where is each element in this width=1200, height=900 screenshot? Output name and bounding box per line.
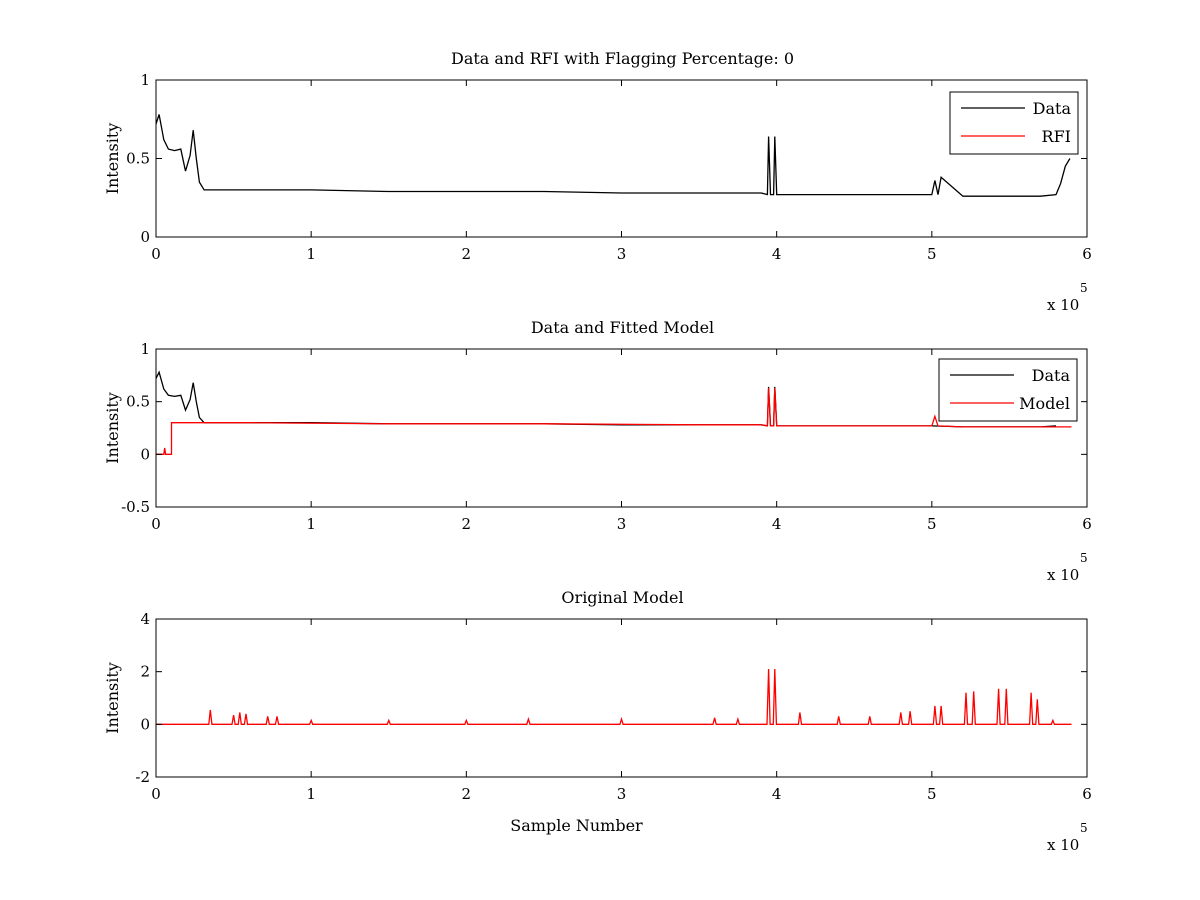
x-tick-label: 3 [617,245,627,263]
y-tick-label: 1 [140,71,150,89]
x-tick-label: 2 [462,515,472,533]
x-tick-label: 4 [772,245,782,263]
x-tick-label: 4 [772,515,782,533]
x-exponent-power: 5 [1080,551,1088,565]
x-tick-label: 4 [772,785,782,803]
subplot-title: Data and RFI with Flagging Percentage: 0 [451,49,794,68]
x-tick-label: 2 [462,785,472,803]
series-line-data [156,114,1071,197]
x-exponent-base: x 10 [1047,296,1079,314]
x-tick-label: 5 [927,245,937,263]
axes-box [155,79,1088,238]
x-exponent-power: 5 [1080,281,1088,295]
legend: Data Model [938,358,1078,422]
subplot-title: Data and Fitted Model [531,318,714,337]
x-tick-label: 0 [151,245,161,263]
y-axis-label: Intensity [103,662,122,734]
y-tick-label: 2 [140,663,150,681]
legend-label-data: Data [1032,366,1071,385]
x-tick-label: 0 [151,515,161,533]
y-tick-label: 0 [140,228,150,246]
y-tick-label: 1 [140,340,150,358]
x-axis-label: Sample Number [510,816,643,835]
y-axis-label: Intensity [103,392,122,464]
y-tick-label: -0.5 [121,498,150,516]
y-axis-label: Intensity [103,123,122,195]
legend-box [938,358,1078,422]
series-line-model [156,387,1072,455]
x-exponent-power: 5 [1080,821,1088,835]
legend-label-rfi: RFI [1042,127,1071,146]
legend-label-data: Data [1033,99,1072,118]
legend: Data RFI [949,91,1079,155]
x-tick-label: 6 [1082,785,1092,803]
x-tick-label: 3 [617,515,627,533]
x-exponent-base: x 10 [1047,836,1079,854]
series-line-data [156,370,1057,428]
y-tick-label: 4 [140,610,150,628]
x-tick-label: 5 [927,785,937,803]
x-tick-label: 2 [462,245,472,263]
y-tick-label: 0 [140,715,150,733]
x-tick-label: 3 [617,785,627,803]
x-tick-label: 1 [306,785,316,803]
y-tick-label: -2 [135,768,150,786]
x-tick-label: 0 [151,785,161,803]
x-tick-label: 6 [1082,515,1092,533]
legend-box [949,91,1079,155]
series-line-model [156,668,1072,725]
x-tick-label: 1 [306,245,316,263]
y-tick-label: 0.5 [126,150,150,168]
subplot-title: Original Model [561,588,683,607]
axes-box [155,618,1088,778]
x-tick-label: 1 [306,515,316,533]
x-tick-label: 5 [927,515,937,533]
y-tick-label: 0.5 [126,393,150,411]
legend-label-model: Model [1019,394,1070,413]
y-tick-label: 0 [140,445,150,463]
x-tick-label: 6 [1082,245,1092,263]
x-exponent-base: x 10 [1047,566,1079,584]
